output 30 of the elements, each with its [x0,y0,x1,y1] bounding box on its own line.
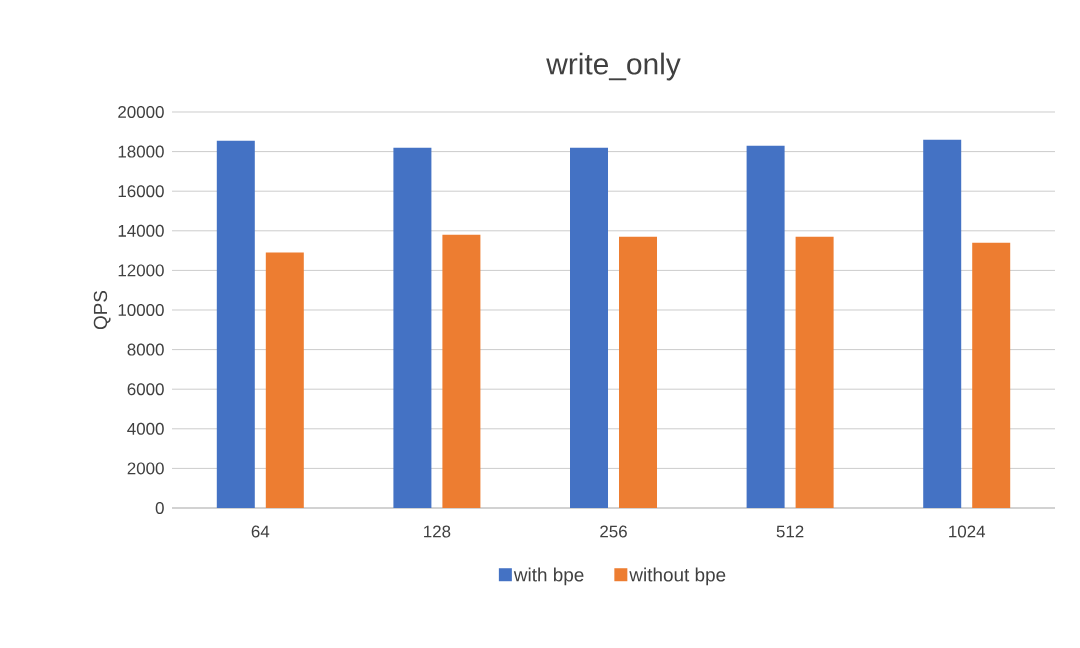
bar [442,234,481,508]
bar [746,145,785,508]
x-tick-label: 64 [251,525,270,538]
y-tick-label: 2000 [127,462,164,475]
y-tick-label: 4000 [127,422,164,435]
x-tick-label: 256 [600,525,627,538]
y-tick-label: 16000 [118,185,164,198]
y-tick-label: 20000 [118,106,164,118]
y-tick-label: 0 [155,502,164,514]
bar [972,242,1011,508]
bar [393,147,432,508]
y-axis-title: QPS [93,290,111,330]
chart-title: write_only [546,52,681,81]
bar [795,236,834,508]
bar [570,147,608,508]
x-tick-label: 512 [776,525,804,538]
y-tick-label: 10000 [118,304,164,316]
y-tick-label: 12000 [118,264,164,277]
legend-label: without bpe [629,567,726,586]
bar [265,252,304,508]
bar [216,140,255,508]
x-tick-label: 1024 [949,525,986,538]
y-tick-label: 14000 [118,224,164,237]
bar [619,236,657,508]
legend-label: with bpe [513,567,584,586]
y-tick-label: 6000 [127,383,164,396]
y-tick-label: 8000 [127,343,164,356]
y-tick-label: 18000 [118,145,164,158]
bar [923,139,962,508]
x-tick-label: 128 [424,525,451,538]
